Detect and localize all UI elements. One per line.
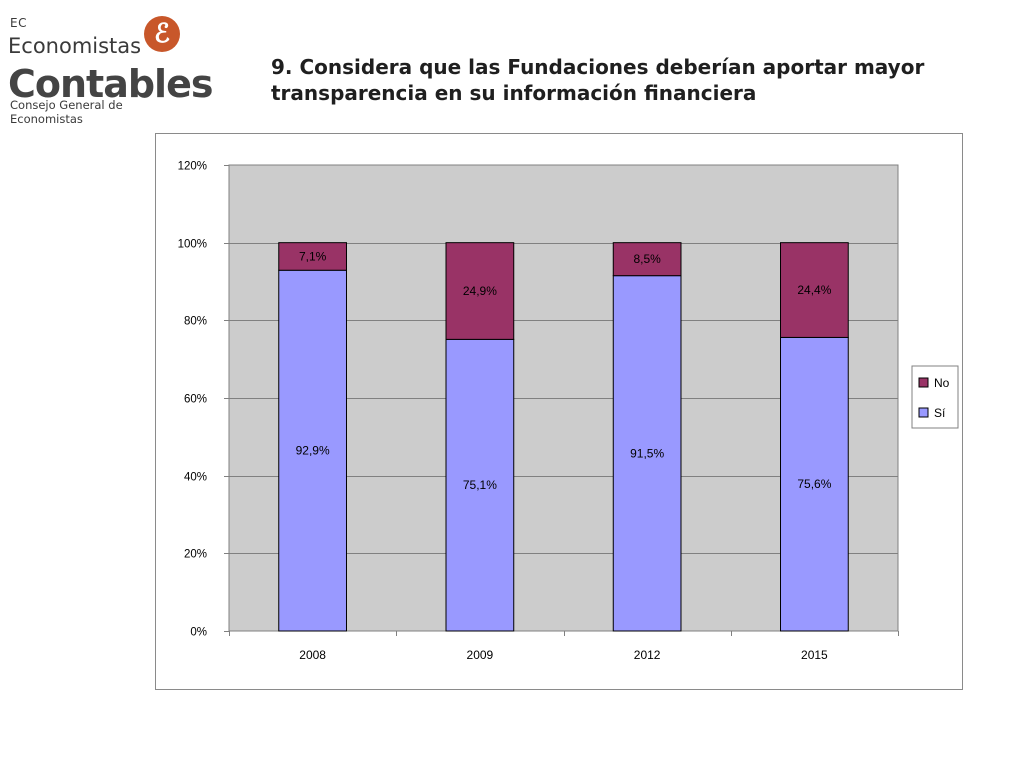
x-tick-label: 2009 [467, 648, 494, 662]
y-tick-label: 40% [184, 472, 207, 484]
y-tick-label: 60% [184, 394, 207, 406]
bar-si [612, 275, 682, 632]
y-tick-label: 120% [178, 161, 207, 173]
data-label-si: 92,9% [296, 444, 330, 458]
y-tick-label: 100% [178, 239, 207, 251]
data-label-si: 75,6% [797, 477, 831, 491]
logo-economistas-text: Economistas [8, 34, 142, 58]
bar-no [780, 242, 849, 338]
legend-label: No [934, 376, 950, 390]
logo-ec-text: EC [10, 16, 27, 30]
legend-label: Sí [934, 406, 946, 420]
bar-no [445, 242, 515, 340]
bar-no [278, 242, 347, 271]
y-tick-label: 20% [184, 549, 207, 561]
data-label-no: 8,5% [633, 252, 661, 266]
logo-contables-text: Contables [8, 62, 213, 106]
x-tick-label: 2015 [801, 648, 828, 662]
page-title: 9. Considera que las Fundaciones debería… [271, 54, 971, 106]
y-tick-label: 80% [184, 316, 207, 328]
bar-no [612, 242, 682, 277]
x-tick-label: 2012 [634, 648, 661, 662]
page-title-line2: transparencia en su información financie… [271, 81, 757, 105]
data-label-si: 75,1% [463, 478, 497, 492]
y-tick-label: 0% [190, 627, 207, 639]
data-label-no: 24,4% [797, 283, 831, 297]
bar-si [445, 338, 515, 632]
logo-consejo-text: Consejo General de Economistas [10, 98, 123, 126]
bar-si [780, 336, 849, 632]
data-label-si: 91,5% [630, 446, 664, 460]
legend-swatch [918, 407, 929, 418]
stacked-bar-chart: 0% 20% 40% 60% 80% 100% 120% 92,9% 7,1% 2008 75,1%… [178, 161, 959, 662]
page-title-line1: 9. Considera que las Fundaciones debería… [271, 55, 925, 79]
chart-frame: 0% 20% 40% 60% 80% 100% 120% 92,9% 7,1% 2008 75,1%… [155, 133, 963, 690]
data-label-no: 24,9% [463, 284, 497, 298]
data-label-no: 7,1% [299, 249, 327, 263]
x-tick-label: 2008 [299, 648, 326, 662]
logo: EC Economistas Contables Consejo General… [8, 14, 213, 126]
bar-si [278, 269, 347, 632]
legend-box [911, 365, 959, 429]
legend-swatch [918, 377, 929, 388]
logo-mark-icon: ℰ [144, 16, 180, 52]
